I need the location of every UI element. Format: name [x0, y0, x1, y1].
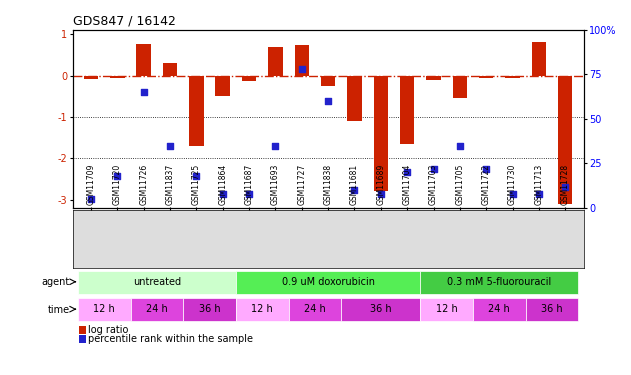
Bar [189, 75, 204, 146]
Text: GDS847 / 16142: GDS847 / 16142 [73, 14, 175, 27]
Point [507, 190, 517, 196]
Bar [420, 298, 473, 321]
Bar [268, 46, 283, 75]
Bar [452, 75, 467, 98]
Text: 36 h: 36 h [370, 304, 392, 314]
Bar [288, 298, 341, 321]
Point [323, 98, 333, 104]
Bar [242, 75, 256, 81]
Text: 24 h: 24 h [488, 304, 510, 314]
Bar [78, 298, 131, 321]
Text: 24 h: 24 h [146, 304, 168, 314]
Point [297, 66, 307, 72]
Point [86, 196, 96, 202]
Bar [374, 75, 388, 191]
Bar [420, 271, 579, 294]
Bar [473, 298, 526, 321]
Point [112, 173, 122, 179]
Point [244, 190, 254, 196]
Point [534, 190, 544, 196]
Text: 12 h: 12 h [436, 304, 457, 314]
Text: 0.3 mM 5-fluorouracil: 0.3 mM 5-fluorouracil [447, 277, 551, 287]
Bar [131, 298, 183, 321]
Text: 36 h: 36 h [541, 304, 563, 314]
Bar [427, 75, 440, 80]
Text: log ratio: log ratio [88, 325, 129, 334]
Text: 36 h: 36 h [199, 304, 220, 314]
Point [455, 142, 465, 148]
Point [139, 89, 149, 95]
Bar [84, 75, 98, 79]
Text: percentile rank within the sample: percentile rank within the sample [88, 334, 253, 344]
Point [402, 170, 412, 176]
Point [481, 166, 492, 172]
Bar [479, 75, 493, 78]
Point [218, 190, 228, 196]
Bar [236, 271, 420, 294]
Text: 24 h: 24 h [304, 304, 326, 314]
Text: time: time [47, 304, 69, 315]
Text: untreated: untreated [133, 277, 181, 287]
Text: 0.9 uM doxorubicin: 0.9 uM doxorubicin [281, 277, 375, 287]
Bar [558, 75, 572, 204]
Bar [216, 75, 230, 96]
Point [165, 142, 175, 148]
Point [560, 183, 570, 189]
Text: 12 h: 12 h [251, 304, 273, 314]
Bar [341, 298, 420, 321]
Bar [532, 42, 546, 75]
Bar [526, 298, 579, 321]
Point [376, 190, 386, 196]
Bar [295, 45, 309, 75]
Bar [183, 298, 236, 321]
Bar [236, 298, 288, 321]
Bar [163, 63, 177, 75]
Text: 12 h: 12 h [93, 304, 115, 314]
Bar [136, 45, 151, 75]
Bar [78, 271, 236, 294]
Point [350, 187, 360, 193]
Bar [347, 75, 362, 121]
Point [270, 142, 280, 148]
Point [428, 166, 439, 172]
Bar [110, 75, 124, 78]
Bar [505, 75, 520, 78]
Bar [400, 75, 415, 144]
Bar [321, 75, 335, 86]
Point [191, 173, 201, 179]
Text: agent: agent [41, 277, 69, 287]
